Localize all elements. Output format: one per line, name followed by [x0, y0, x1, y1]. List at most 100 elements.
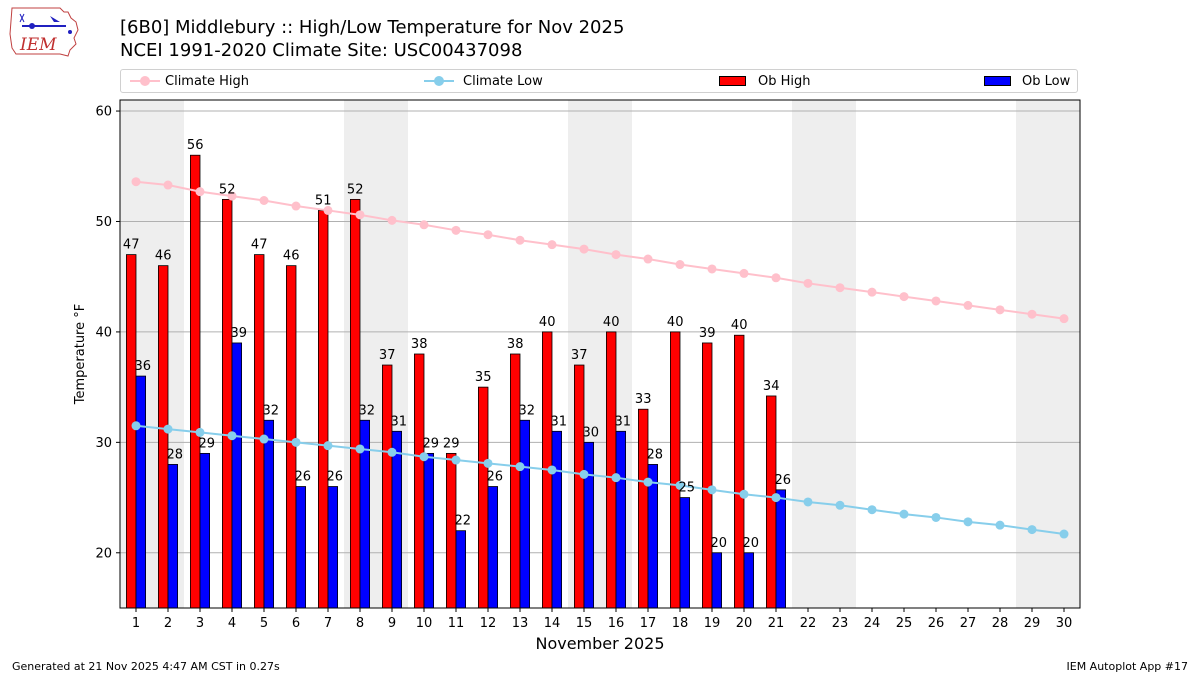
ob-high-label-21: 34: [763, 379, 780, 394]
ob-high-label-19: 39: [699, 326, 716, 341]
climate-high-point-21: [771, 273, 781, 283]
ob-low-bar-20: [743, 552, 755, 609]
x-tick-label-10: 10: [416, 616, 433, 631]
ob-low-bar-19: [711, 552, 723, 609]
legend-label-climate-low: Climate Low: [463, 74, 543, 89]
x-axis-label: November 2025: [535, 634, 664, 653]
ob-high-bar-3: [189, 154, 201, 609]
ob-low-label-17: 28: [647, 447, 664, 462]
climate-high-point-27: [963, 300, 973, 310]
climate-high-point-17: [643, 254, 653, 264]
ob-high-bar-21: [766, 395, 777, 609]
ob-low-label-21: 26: [775, 473, 792, 488]
climate-low-point-6: [291, 437, 301, 447]
x-tick-label-21: 21: [768, 616, 785, 631]
ob-high-bar-9: [381, 364, 393, 609]
x-tick-label-1: 1: [132, 616, 140, 631]
climate-high-point-18: [675, 260, 685, 270]
ob-low-bar-7: [327, 486, 339, 609]
ob-low-label-5: 32: [263, 403, 280, 418]
ob-high-bar-10: [413, 353, 425, 609]
x-tick-label-27: 27: [960, 616, 977, 631]
ob-high-bar-19: [702, 342, 713, 609]
climate-high-point-7: [323, 205, 333, 215]
ob-high-label-10: 38: [411, 337, 428, 352]
x-tick-label-2: 2: [164, 616, 172, 631]
legend-label-climate-high: Climate High: [165, 74, 250, 89]
ob-low-bar-21: [775, 489, 787, 609]
x-tick-label-22: 22: [800, 616, 817, 631]
x-tick-label-26: 26: [928, 616, 945, 631]
climate-low-point-2: [163, 424, 173, 434]
climate-high-point-22: [803, 278, 813, 288]
ob-low-bar-3: [199, 452, 211, 609]
x-tick-label-12: 12: [480, 616, 497, 631]
climate-high-line: [135, 180, 1065, 320]
ob-high-label-2: 46: [155, 249, 172, 264]
climate-high-point-1: [131, 177, 141, 187]
x-tick-label-30: 30: [1056, 616, 1073, 631]
climate-low-point-5: [259, 434, 269, 444]
ob-low-bar-15: [583, 441, 595, 609]
climate-high-point-10: [419, 220, 429, 230]
ob-high-bar-7: [317, 210, 329, 609]
ob-high-bar-1: [126, 254, 137, 609]
climate-low-point-30: [1059, 529, 1069, 539]
climate-high-point-29: [1027, 309, 1037, 319]
climate-low-point-20: [739, 489, 749, 499]
ob-low-label-12: 26: [487, 470, 504, 485]
chart-title: [6B0] Middlebury :: High/Low Temperature…: [120, 17, 625, 38]
ob-low-label-2: 28: [167, 447, 184, 462]
y-tick-label-20: 20: [95, 546, 112, 561]
climate-low-line: [135, 424, 1065, 535]
y-tick-label-60: 60: [95, 105, 112, 120]
y-axis-label: Temperature °F: [73, 304, 88, 405]
ob-low-label-15: 30: [583, 425, 600, 440]
ob-low-bar-2: [167, 464, 179, 609]
ob-high-label-18: 40: [667, 315, 684, 330]
x-tick-label-25: 25: [896, 616, 913, 631]
ob-low-label-6: 26: [295, 470, 312, 485]
ob-low-label-8: 32: [359, 403, 376, 418]
weekend-band-23: [824, 100, 856, 608]
climate-high-point-6: [291, 201, 301, 211]
ob-high-label-11: 29: [443, 436, 460, 451]
climate-high-point-23: [835, 283, 845, 293]
ob-high-bar-17: [638, 408, 649, 609]
weekend-band-30: [1048, 100, 1080, 608]
x-tick-label-9: 9: [388, 616, 396, 631]
climate-low-point-7: [323, 441, 333, 451]
ob-high-label-6: 46: [283, 249, 300, 264]
ob-high-label-16: 40: [603, 315, 620, 330]
ob-low-bar-5: [263, 419, 275, 609]
ob-low-bar-10: [423, 452, 435, 609]
x-tick-label-24: 24: [864, 616, 881, 631]
ob-low-label-9: 31: [391, 414, 408, 429]
ob-high-bar-4: [221, 198, 233, 609]
x-tick-label-5: 5: [260, 616, 268, 631]
climate-low-point-13: [515, 462, 525, 472]
climate-low-point-28: [995, 520, 1005, 530]
x-tick-label-17: 17: [640, 616, 657, 631]
ob-low-bar-1: [135, 375, 147, 609]
x-tick-label-11: 11: [448, 616, 465, 631]
climate-high-point-20: [739, 268, 749, 278]
ob-high-label-20: 40: [731, 318, 748, 333]
ob-low-label-4: 39: [231, 326, 248, 341]
weekend-band-22: [792, 100, 824, 608]
climate-low-point-22: [803, 497, 813, 507]
climate-high-point-15: [579, 244, 589, 254]
climate-high-point-5: [259, 195, 269, 205]
ob-high-bar-6: [285, 265, 297, 609]
climate-low-point-24: [867, 505, 877, 515]
climate-high-point-26: [931, 296, 941, 306]
climate-high-point-9: [387, 215, 397, 225]
x-tick-label-8: 8: [356, 616, 364, 631]
x-tick-label-29: 29: [1024, 616, 1041, 631]
ob-low-label-16: 31: [615, 414, 632, 429]
x-tick-label-23: 23: [832, 616, 849, 631]
ob-high-label-8: 52: [347, 182, 364, 197]
ob-high-label-7: 51: [315, 193, 332, 208]
ob-low-bar-13: [519, 419, 531, 609]
ob-high-label-14: 40: [539, 315, 556, 330]
